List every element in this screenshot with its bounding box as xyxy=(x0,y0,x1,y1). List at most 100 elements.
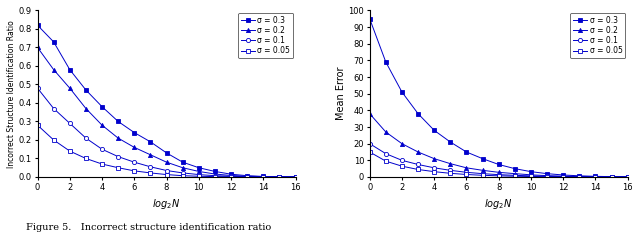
σ = 0.05 xyxy=(50,139,58,141)
σ = 0.05 xyxy=(243,175,251,178)
Y-axis label: Incorrect Structure Identification Ratio: Incorrect Structure Identification Ratio xyxy=(7,20,16,168)
σ = 0.3 xyxy=(575,174,583,177)
σ = 0.2 xyxy=(276,175,284,178)
σ = 0.1 xyxy=(608,175,616,178)
σ = 0.1 xyxy=(624,176,632,178)
σ = 0.3 xyxy=(131,131,138,134)
Line: σ = 0.2: σ = 0.2 xyxy=(367,112,630,179)
σ = 0.05 xyxy=(463,173,470,176)
σ = 0.05 xyxy=(527,175,535,178)
σ = 0.3 xyxy=(382,61,390,64)
σ = 0.1 xyxy=(259,175,267,178)
σ = 0.1 xyxy=(559,175,567,178)
σ = 0.3 xyxy=(543,172,551,175)
σ = 0.3 xyxy=(479,157,486,160)
σ = 0.1 xyxy=(430,166,438,169)
σ = 0.05 xyxy=(98,163,106,165)
σ = 0.2 xyxy=(575,175,583,178)
σ = 0.3 xyxy=(495,163,502,166)
σ = 0.05 xyxy=(430,170,438,173)
σ = 0.2 xyxy=(147,153,154,156)
σ = 0.3 xyxy=(34,24,42,27)
σ = 0.2 xyxy=(259,175,267,178)
σ = 0.05 xyxy=(447,172,454,175)
σ = 0.05 xyxy=(259,176,267,178)
Line: σ = 0.1: σ = 0.1 xyxy=(35,86,298,179)
σ = 0.2 xyxy=(98,124,106,127)
σ = 0.1 xyxy=(366,142,374,145)
Legend: σ = 0.3, σ = 0.2, σ = 0.1, σ = 0.05: σ = 0.3, σ = 0.2, σ = 0.1, σ = 0.05 xyxy=(570,13,625,58)
σ = 0.05 xyxy=(624,176,632,178)
σ = 0.05 xyxy=(227,175,235,178)
σ = 0.05 xyxy=(382,160,390,163)
X-axis label: $log_2 N$: $log_2 N$ xyxy=(484,197,513,211)
σ = 0.05 xyxy=(276,176,284,178)
σ = 0.05 xyxy=(66,150,74,152)
Line: σ = 0.3: σ = 0.3 xyxy=(368,17,630,178)
σ = 0.1 xyxy=(463,171,470,174)
σ = 0.3 xyxy=(624,175,632,178)
σ = 0.1 xyxy=(479,172,486,175)
σ = 0.05 xyxy=(398,165,406,168)
σ = 0.1 xyxy=(131,161,138,164)
σ = 0.2 xyxy=(179,166,186,169)
σ = 0.3 xyxy=(292,175,300,178)
σ = 0.05 xyxy=(414,168,422,171)
σ = 0.1 xyxy=(66,122,74,125)
σ = 0.2 xyxy=(82,107,90,110)
σ = 0.2 xyxy=(414,150,422,153)
σ = 0.1 xyxy=(382,152,390,155)
σ = 0.3 xyxy=(82,89,90,91)
σ = 0.1 xyxy=(447,169,454,172)
σ = 0.3 xyxy=(98,105,106,108)
σ = 0.2 xyxy=(527,173,535,176)
σ = 0.05 xyxy=(366,150,374,153)
σ = 0.3 xyxy=(163,151,170,154)
σ = 0.1 xyxy=(414,163,422,166)
σ = 0.1 xyxy=(147,165,154,168)
σ = 0.1 xyxy=(211,174,219,177)
σ = 0.1 xyxy=(511,174,518,177)
σ = 0.2 xyxy=(479,169,486,172)
σ = 0.2 xyxy=(227,174,235,177)
σ = 0.05 xyxy=(559,175,567,178)
σ = 0.2 xyxy=(591,175,599,178)
σ = 0.2 xyxy=(211,173,219,175)
σ = 0.1 xyxy=(179,172,186,174)
σ = 0.3 xyxy=(430,129,438,132)
σ = 0.1 xyxy=(543,175,551,178)
σ = 0.3 xyxy=(211,170,219,173)
σ = 0.3 xyxy=(259,175,267,178)
σ = 0.2 xyxy=(382,131,390,133)
σ = 0.2 xyxy=(243,175,251,178)
σ = 0.2 xyxy=(447,162,454,165)
σ = 0.05 xyxy=(495,174,502,177)
σ = 0.1 xyxy=(50,107,58,110)
σ = 0.3 xyxy=(50,41,58,43)
σ = 0.3 xyxy=(608,175,616,178)
σ = 0.05 xyxy=(34,124,42,127)
Text: Figure 5.   Incorrect structure identification ratio: Figure 5. Incorrect structure identifica… xyxy=(26,223,271,232)
σ = 0.05 xyxy=(292,176,300,178)
σ = 0.2 xyxy=(163,161,170,164)
σ = 0.05 xyxy=(575,175,583,178)
σ = 0.3 xyxy=(179,161,186,164)
σ = 0.1 xyxy=(34,87,42,90)
σ = 0.3 xyxy=(591,175,599,178)
σ = 0.05 xyxy=(131,169,138,172)
σ = 0.2 xyxy=(195,170,203,173)
σ = 0.1 xyxy=(591,175,599,178)
σ = 0.2 xyxy=(559,175,567,178)
σ = 0.3 xyxy=(559,173,567,176)
σ = 0.1 xyxy=(227,175,235,178)
σ = 0.2 xyxy=(292,176,300,178)
σ = 0.05 xyxy=(211,175,219,178)
σ = 0.1 xyxy=(163,169,170,172)
σ = 0.1 xyxy=(495,173,502,176)
σ = 0.05 xyxy=(163,173,170,176)
σ = 0.3 xyxy=(66,68,74,71)
σ = 0.05 xyxy=(179,174,186,177)
σ = 0.1 xyxy=(398,159,406,162)
σ = 0.2 xyxy=(366,112,374,115)
σ = 0.1 xyxy=(195,173,203,176)
